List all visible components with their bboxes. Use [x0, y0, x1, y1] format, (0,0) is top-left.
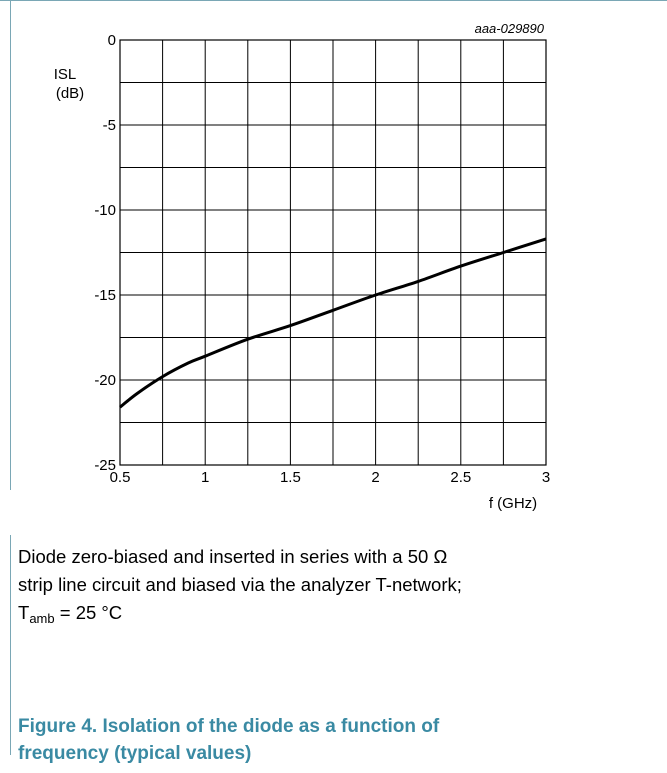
- figure-title-line-1: Figure 4. Isolation of the diode as a fu…: [18, 716, 440, 737]
- y-tick-label: -25: [94, 457, 116, 474]
- caption-temp-symbol: T: [18, 602, 30, 623]
- y-tick-labels: 0 -5 -10 -15 -20 -25: [94, 32, 116, 474]
- caption-temp-value: = 25 °C: [54, 602, 123, 623]
- x-axis-label: f (GHz): [489, 495, 537, 512]
- frame-top-border: [0, 0, 667, 1]
- x-tick-label: 0.5: [110, 469, 131, 486]
- x-tick-labels: 0.5 1 1.5 2 2.5 3: [110, 469, 551, 486]
- y-tick-label: -15: [94, 287, 116, 304]
- caption-temp-subscript: amb: [29, 611, 55, 626]
- x-tick-label: 1.5: [280, 469, 301, 486]
- x-tick-label: 2: [371, 469, 379, 486]
- y-axis-label-unit: (dB): [56, 85, 84, 102]
- y-tick-label: -5: [103, 117, 116, 134]
- isolation-chart: 0-5-10-15-20-25 0.5 1 1.5 2 2.5 3 aaa-029890 …: [54, 21, 551, 512]
- figure-description: Diode zero-biased and inserted in series…: [18, 543, 638, 627]
- chart-code-label: aaa-029890: [475, 21, 545, 36]
- series-line-isolation: [119, 237, 547, 409]
- x-tick-label: 3: [542, 469, 550, 486]
- plot-frame: [119, 39, 547, 466]
- x-tick-label: 2.5: [450, 469, 471, 486]
- x-tick-label: 1: [201, 469, 209, 486]
- horizontal-gridlines: [120, 82, 546, 423]
- y-tick-label: -10: [94, 202, 116, 219]
- figure-title: Figure 4. Isolation of the diode as a fu…: [18, 713, 578, 767]
- frame-left-border-lower: [10, 535, 11, 755]
- y-axis-label-name: ISL: [54, 66, 77, 83]
- caption-line-1: Diode zero-biased and inserted in series…: [18, 546, 448, 567]
- caption-line-2: strip line circuit and biased via the an…: [18, 574, 462, 595]
- frame-left-border: [10, 0, 11, 490]
- figure-title-line-2: frequency (typical values): [18, 743, 252, 764]
- y-tick-label: -20: [94, 372, 116, 389]
- y-tick-label: 0: [108, 32, 116, 49]
